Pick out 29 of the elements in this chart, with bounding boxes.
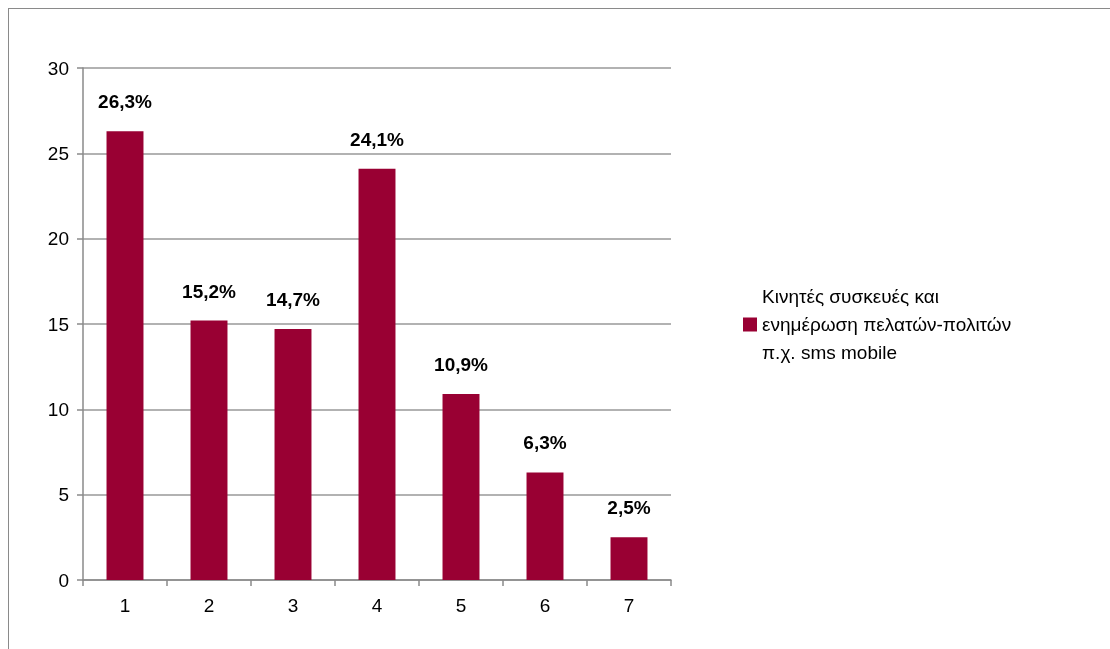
data-label: 24,1% — [350, 128, 405, 150]
bar — [526, 472, 564, 580]
x-tick-label: 5 — [455, 595, 467, 616]
y-tick-label: 0 — [58, 569, 69, 591]
legend-label: Κινητές συσκευές και ενημέρωση πελατών-πολιτών π.χ. sms mobile — [762, 286, 1012, 363]
y-tick-label: 25 — [47, 142, 69, 164]
data-label: 10,9% — [434, 353, 489, 375]
data-label: 6,3% — [523, 432, 567, 454]
y-tick-label: 20 — [47, 228, 69, 250]
x-tick-label: 1 — [119, 595, 131, 616]
y-tick-label: 5 — [58, 484, 69, 506]
data-label: 26,3% — [98, 91, 153, 113]
bar — [610, 537, 648, 580]
data-label: 15,2% — [182, 280, 237, 302]
y-tick-label: 10 — [47, 398, 69, 420]
data-label: 2,5% — [607, 497, 651, 519]
x-tick-label: 6 — [539, 595, 551, 616]
y-tick-label: 15 — [47, 313, 69, 335]
data-label: 14,7% — [266, 289, 321, 311]
x-tick-label: 2 — [203, 595, 215, 616]
bar — [358, 168, 396, 580]
x-tick-label: 7 — [623, 595, 635, 616]
bar — [190, 320, 228, 580]
x-tick-label: 3 — [287, 595, 299, 616]
y-tick-label: 30 — [47, 57, 69, 79]
bar — [442, 393, 480, 580]
x-tick-label: 4 — [371, 595, 383, 616]
bar — [106, 131, 144, 580]
bar — [274, 329, 312, 580]
